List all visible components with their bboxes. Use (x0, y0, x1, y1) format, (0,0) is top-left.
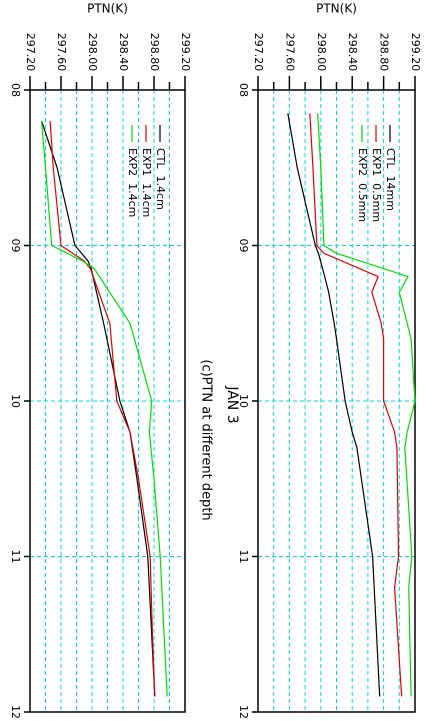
legend-label: EXP1 0.5mm (370, 148, 383, 222)
y-tick-label: 298.00 (86, 33, 99, 72)
legend-label: CTL 1.4cm (154, 148, 167, 210)
x-tick-label: 12 (9, 705, 22, 719)
legend-label: CTL 14mm (384, 148, 397, 211)
y-tick-label: 299.20 (179, 33, 192, 72)
data-line (41, 120, 156, 697)
y-tick-label: 297.60 (55, 33, 68, 72)
y-tick-label: 298.40 (117, 33, 130, 72)
legend-label: EXP1 1.4cm (140, 148, 153, 217)
x-tick-label: 10 (237, 394, 250, 408)
y-axis-label: PTN(K) (316, 2, 357, 16)
legend-label: EXP2 1.4cm (126, 148, 139, 217)
x-tick-label: 08 (9, 83, 22, 97)
x-tick-label: 10 (9, 394, 22, 408)
data-line (287, 113, 381, 697)
y-tick-label: 298.00 (315, 33, 328, 72)
y-axis-label: PTN(K) (87, 2, 128, 16)
plot-frame (29, 89, 186, 713)
x-tick-label: 09 (237, 239, 250, 253)
y-tick-label: 298.80 (148, 33, 161, 72)
y-tick-label: 298.40 (346, 33, 359, 72)
data-line (41, 121, 168, 697)
data-line (49, 121, 156, 697)
x-tick-label: 12 (237, 705, 250, 719)
y-tick-label: 297.60 (283, 33, 296, 72)
x-tick-label: 09 (9, 239, 22, 253)
y-tick-label: 297.20 (252, 33, 265, 72)
chart-title: (c)PTN at different depth (199, 359, 214, 520)
chart-subtitle: JAN 3 (224, 385, 240, 423)
y-tick-label: 297.20 (24, 33, 37, 72)
x-tick-label: 11 (9, 550, 22, 564)
x-tick-label: 11 (237, 550, 250, 564)
y-tick-label: 298.80 (378, 33, 391, 72)
x-tick-label: 08 (237, 83, 250, 97)
data-line (309, 113, 403, 697)
data-line (317, 113, 416, 697)
y-tick-label: 299.20 (409, 33, 422, 72)
legend-label: EXP2 0.5mm (356, 148, 369, 222)
